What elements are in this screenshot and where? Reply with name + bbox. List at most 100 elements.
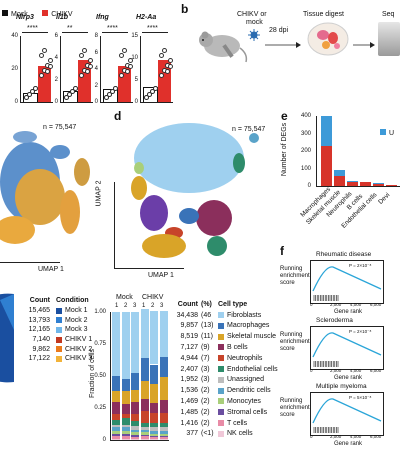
cell-count: 4,944	[180, 354, 198, 362]
chikv-dot-1-0	[79, 73, 84, 78]
mock-dot-2-7	[113, 86, 118, 91]
chikv-dot-3-3	[168, 58, 173, 63]
stack-seg-4-4	[150, 413, 158, 424]
chikv-dot-1-5	[82, 48, 87, 53]
gsea-xtick-2-1: 2,000	[330, 434, 342, 439]
stack-seg-3-1	[140, 358, 149, 382]
chikv-dot-0-3	[48, 58, 53, 63]
mock-dot-1-7	[73, 86, 78, 91]
cell-type-row: 9,857 (13) Macrophages	[170, 320, 278, 331]
stack-seg-3-0	[140, 309, 149, 359]
stack-seg-4-11	[150, 438, 158, 440]
cell-type-swatch	[218, 376, 224, 383]
gsea-xlabel-0: Gene rank	[334, 309, 363, 315]
umap-c-plot	[0, 131, 90, 244]
sig-3: ****	[147, 25, 158, 32]
condition-swatch	[56, 317, 62, 324]
chart-e-legend-swatch	[380, 129, 386, 135]
cell-count: 7,127	[180, 343, 198, 351]
stack-seg-0-2	[112, 391, 120, 402]
mock-swatch	[2, 10, 8, 16]
e-ytick-3: 300	[300, 130, 311, 137]
gsea-ylabel1-1: Running	[280, 332, 303, 338]
stack-seg-4-5	[150, 423, 158, 428]
stack-seg-3-4	[140, 410, 149, 424]
virus-icon	[248, 28, 260, 46]
gsea-ylabel2-1: enrichment	[280, 339, 310, 345]
cell-pct: (46	[201, 311, 212, 319]
stack-chikv-label: CHIKV	[142, 294, 164, 301]
chikv-dot-2-3	[128, 58, 133, 63]
gsea-xtick-1-2: 4,000	[350, 368, 362, 373]
col-num-0: 1	[115, 303, 119, 309]
cell-pct: (7)	[201, 354, 210, 362]
gsea-plot-1: P = 2×10⁻⁸	[310, 326, 384, 370]
stack-seg-2-2	[131, 390, 139, 402]
header-count: Count	[177, 301, 198, 309]
stack-seg-0-9	[112, 433, 120, 437]
chikv-dot-0-4	[39, 53, 44, 58]
gsea-curve-0	[312, 266, 382, 301]
umap-d-plot	[131, 123, 259, 258]
stack-seg-4-3	[150, 402, 158, 414]
header-condition: Condition	[56, 297, 89, 305]
gsea-panels: Rheumatic disease Running enrichment score P…	[280, 251, 400, 450]
condition-row: 9,862 CHIKV 2	[14, 344, 104, 354]
e-bar-red-3	[360, 182, 371, 186]
cell-count: 1,536	[180, 387, 198, 395]
panel-letter-b: b	[181, 2, 189, 16]
mouse-illustration	[196, 24, 251, 69]
stack-seg-0-0	[112, 312, 120, 376]
col-num-3: 1	[142, 303, 146, 309]
mock-label: Mock	[11, 11, 28, 18]
cell-pct: (2)	[201, 397, 210, 405]
condition-label: CHIKV 2	[65, 345, 93, 353]
gene-label-3: H2-Aa	[136, 14, 157, 21]
chart-e-categories: Macrophages Skeletal muscle Neutrophils B c…	[299, 186, 400, 238]
condition-row: 17,122 CHIKV 3	[14, 354, 104, 364]
stack-seg-3-3	[140, 399, 149, 411]
cell-type-swatch	[218, 398, 224, 405]
stack-mock-label: Mock	[116, 294, 133, 301]
stack-seg-2-9	[131, 434, 139, 438]
cell-type-swatch	[218, 409, 224, 416]
stack-yticks: 1.00 0.75 0.50 0.25 0	[90, 309, 108, 443]
mock-dot-0-5	[27, 92, 32, 97]
panel-letter-e: e	[281, 109, 288, 123]
stack-seg-1-0	[121, 312, 130, 379]
stack-seg-5-2	[159, 377, 168, 401]
sig-2: ****	[107, 25, 118, 32]
e-bar-red-5	[386, 184, 397, 186]
chikv-dot-0-5	[42, 48, 47, 53]
gsea-ylabel2-2: enrichment	[280, 405, 310, 411]
bar-plot-3	[140, 36, 173, 103]
cell-type-label: Unassigned	[227, 376, 264, 384]
sig-line-2	[102, 32, 128, 33]
chikv-dot-1-7	[88, 64, 93, 69]
mock-dot-1-5	[67, 92, 72, 97]
cell-type-row: 34,438 (46 Fibroblasts	[170, 310, 278, 321]
chikv-dot-0-0	[39, 73, 44, 78]
mock-dot-0-4	[24, 95, 29, 100]
cell-count: 9,857	[180, 322, 198, 330]
stack-seg-2-8	[131, 432, 139, 435]
ytick-1-2: 2	[54, 77, 58, 83]
condition-name: Mock 1	[56, 307, 88, 314]
condition-swatch	[56, 355, 62, 362]
chikv-dot-0-6	[45, 69, 50, 74]
condition-count: 7,140	[32, 336, 50, 344]
stack-seg-5-3	[159, 400, 168, 414]
e-ytick-0: 0	[307, 183, 311, 189]
e-bar-red-1	[334, 176, 345, 186]
cell-type-name: Skeletal muscle	[218, 333, 276, 340]
stack-seg-0-7	[112, 427, 120, 432]
stack-seg-3-7	[140, 429, 149, 433]
chikv-dot-2-5	[122, 48, 127, 53]
gsea-p-2: P = 5×10⁻⁸	[349, 395, 372, 400]
gene-label-0: Nlrp3	[16, 14, 34, 21]
stack-seg-4-9	[150, 436, 158, 438]
stack-seg-5-5	[159, 423, 168, 428]
gsea-ylabel1-0: Running	[280, 266, 303, 272]
stack-ytick-1: 0.75	[94, 341, 106, 347]
